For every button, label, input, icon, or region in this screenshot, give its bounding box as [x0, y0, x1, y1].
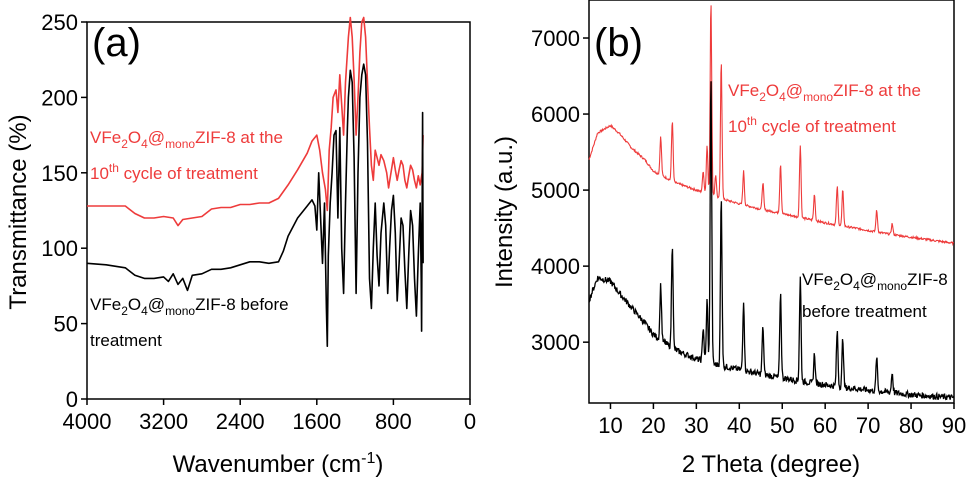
panel-b-y-axis-label: Intensity (a.u.) — [491, 136, 518, 288]
panel-a-y-tick-label: 100 — [41, 236, 78, 261]
panel-a-series — [86, 16, 424, 347]
panel-a-y-tick-label: 0 — [66, 387, 78, 412]
panel-b-y-tick-label: 3000 — [531, 330, 580, 355]
panel-a-label: (a) — [92, 21, 141, 65]
panel-a-frame — [86, 21, 471, 400]
panel-a-y-tick-label: 50 — [54, 312, 78, 337]
panel-b-y-tick-label: 4000 — [531, 254, 580, 279]
panel-b-x-tick-label: 90 — [942, 413, 966, 438]
panel-b-y-tick-label: 7000 — [531, 26, 580, 51]
panel-b-red-series-label: VFe2O4@monoZIF-8 at the 10th cycle of tre… — [728, 81, 921, 136]
panel-b-x-tick-label: 50 — [770, 413, 794, 438]
panel-a-x-tick-label: 0 — [464, 409, 476, 434]
panel-b-x-ticks: 10 20 30 40 50 60 70 80 90 — [598, 403, 966, 438]
panel-b-x-tick-label: 80 — [899, 413, 923, 438]
series-label-line-1: VFe2O4@monoZIF-8 before — [90, 295, 289, 318]
panel-a-y-tick-label: 250 — [41, 10, 78, 35]
panel-a-y-axis-label: Transmittance (%) — [5, 114, 32, 309]
panel-b-black-line — [588, 81, 955, 401]
panel-b-y-tick-label: 5000 — [531, 178, 580, 203]
series-label-line-1: VFe2O4@monoZIF-8 at the — [90, 128, 283, 151]
panel-b-x-tick-label: 40 — [727, 413, 751, 438]
panel-a-red-series-label: VFe2O4@monoZIF-8 at the 10th cycle of tre… — [90, 128, 283, 183]
panel-b-x-tick-label: 10 — [598, 413, 622, 438]
panel-a-red-line — [87, 16, 424, 227]
panel-b-x-tick-label: 70 — [856, 413, 880, 438]
panel-a-x-tick-label: 4000 — [63, 409, 112, 434]
panel-a-ftir-chart: 0 50 100 150 200 250 4000 3200 2400 1600 800 0 (a)… — [5, 10, 476, 478]
panel-b-black-series-label: VFe2O4@monoZIF-8 before treatment — [802, 270, 948, 321]
panel-a-x-tick-label: 800 — [375, 409, 412, 434]
panel-a-black-series-label: VFe2O4@monoZIF-8 before treatment — [90, 295, 289, 350]
panel-b-x-axis-label: 2 Theta (degree) — [682, 451, 860, 478]
panel-a-black-line — [86, 63, 424, 347]
panel-a-y-tick-label: 200 — [41, 85, 78, 110]
panel-a-x-tick-label: 1600 — [292, 409, 341, 434]
panel-a-y-tick-label: 150 — [41, 161, 78, 186]
panel-b-y-tick-label: 6000 — [531, 102, 580, 127]
series-label-line-2: 10th cycle of treatment — [90, 161, 258, 183]
panel-a-x-tick-label: 3200 — [139, 409, 188, 434]
panel-b-red-line — [588, 5, 955, 247]
series-label-line-2: before treatment — [802, 302, 927, 321]
panel-b-y-ticks: 3000 4000 5000 6000 7000 — [531, 26, 589, 355]
panel-b-x-tick-label: 20 — [641, 413, 665, 438]
panel-b-x-tick-label: 30 — [684, 413, 708, 438]
series-label-line-2: treatment — [90, 331, 162, 350]
panel-a-x-tick-label: 2400 — [216, 409, 265, 434]
panel-a-x-ticks: 4000 3200 2400 1600 800 0 — [63, 399, 476, 434]
series-label-line-1: VFe2O4@monoZIF-8 — [802, 270, 948, 293]
panel-a-y-ticks: 0 50 100 150 200 250 — [41, 10, 87, 412]
panel-b-x-tick-label: 60 — [813, 413, 837, 438]
series-label-line-2: 10th cycle of treatment — [728, 114, 896, 136]
panel-b-label: (b) — [594, 21, 643, 65]
panel-a-x-axis-label: Wavenumber (cm-1) — [173, 450, 384, 478]
panel-b-frame — [588, 0, 955, 404]
panel-b-series — [588, 5, 955, 401]
series-label-line-1: VFe2O4@monoZIF-8 at the — [728, 81, 921, 104]
